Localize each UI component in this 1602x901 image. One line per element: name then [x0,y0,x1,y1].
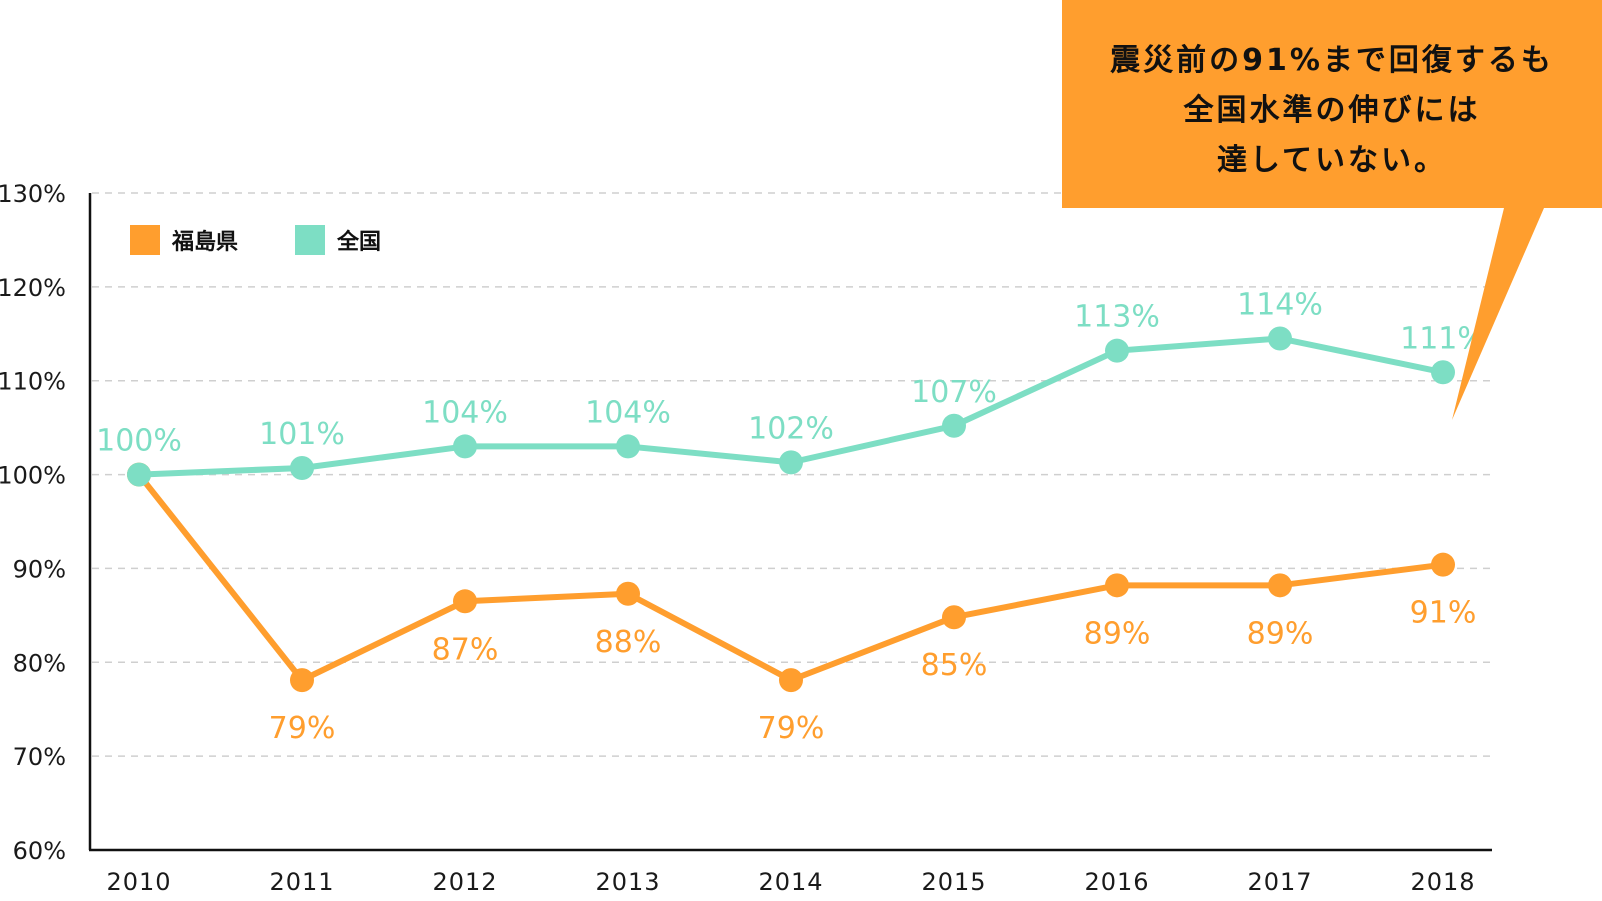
legend-swatch-fukushima [130,225,160,255]
data-label: 89% [1247,616,1314,651]
x-tick-label: 2018 [1410,868,1475,896]
data-point [290,456,314,481]
callout-line-1: 震災前の91%まで回復するも [1110,43,1554,78]
data-label: 100% [96,424,182,459]
x-tick-label: 2017 [1247,868,1312,896]
data-point [1268,326,1292,351]
callout: 震災前の91%まで回復するも 全国水準の伸びには 達していない。 [1062,0,1602,420]
data-point [453,434,477,459]
data-label: 79% [758,711,825,746]
x-tick-label: 2014 [758,868,823,896]
series-lines [127,326,1455,693]
data-label: 89% [1084,616,1151,651]
y-tick-label: 80% [13,649,66,677]
legend: 福島県 全国 [130,225,381,255]
data-point [453,589,477,614]
data-point [127,462,151,487]
y-tick-label: 90% [13,555,66,583]
data-label: 101% [259,417,345,452]
data-label: 104% [585,395,671,430]
data-label: 114% [1237,287,1323,322]
data-point [942,413,966,438]
callout-line-2: 全国水準の伸びには [1183,93,1481,128]
legend-label-fukushima: 福島県 [171,229,238,255]
x-tick-label: 2013 [595,868,660,896]
data-label: 85% [921,648,988,683]
data-label: 107% [911,375,997,410]
x-tick-label: 2012 [432,868,497,896]
x-tick-label: 2011 [269,868,334,896]
data-point [1268,573,1292,598]
data-label: 79% [269,711,336,746]
y-tick-label: 110% [0,368,66,396]
data-point [1105,338,1129,363]
x-tick-label: 2015 [921,868,986,896]
data-label: 104% [422,395,508,430]
data-point [942,605,966,630]
data-label: 88% [595,625,662,660]
legend-label-national: 全国 [336,229,381,255]
y-axis-ticks: 130% 120% 110% 100% 90% 80% 70% 60% [0,180,66,865]
data-labels: 79% 87% 88% 79% 85% 89% 89% 91% 100% 101% 104% 104%… [96,287,1486,746]
data-label: 87% [432,632,499,667]
data-point [779,668,803,693]
data-point [290,668,314,693]
x-axis-ticks: 2010 2011 2012 2013 2014 2015 2016 2017 2018 [106,868,1475,896]
y-tick-label: 60% [13,837,66,865]
data-point [1431,360,1455,385]
y-tick-label: 130% [0,180,66,208]
x-tick-label: 2010 [106,868,171,896]
x-tick-label: 2016 [1084,868,1149,896]
data-point [616,581,640,606]
data-point [1105,573,1129,598]
y-tick-label: 70% [13,743,66,771]
legend-swatch-national [295,225,325,255]
y-tick-label: 120% [0,274,66,302]
data-point [1431,552,1455,577]
data-label: 113% [1074,300,1160,335]
callout-line-3: 達していない。 [1217,143,1447,178]
data-label: 102% [748,411,834,446]
data-point [779,450,803,475]
callout-bubble [1062,0,1602,420]
data-point [616,434,640,459]
data-label: 91% [1410,596,1477,631]
y-tick-label: 100% [0,462,66,490]
